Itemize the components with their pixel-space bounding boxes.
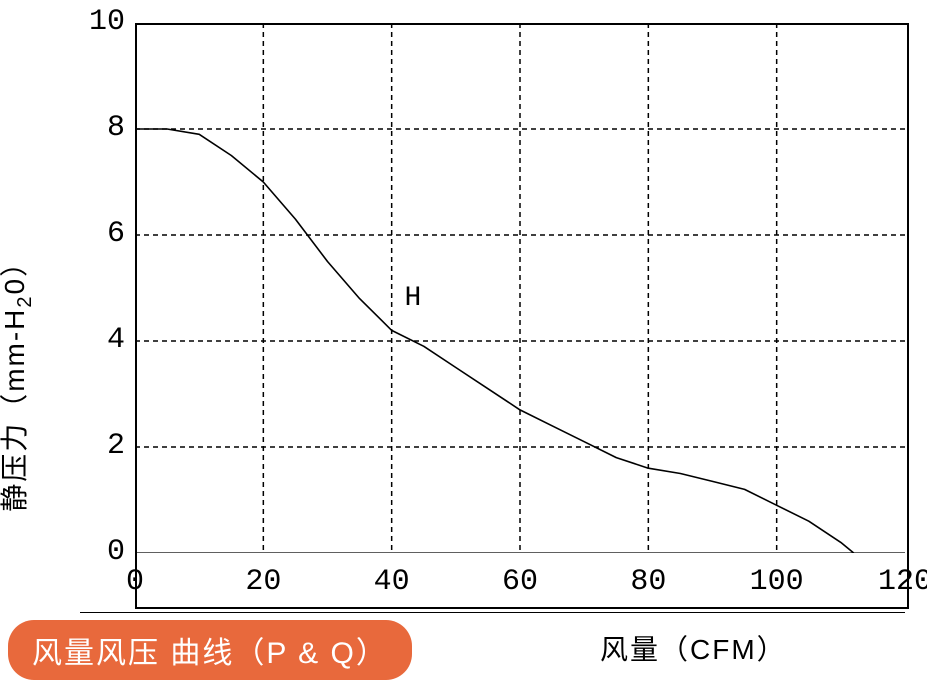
x-tick-label: 60 xyxy=(502,565,538,599)
x-tick-label: 0 xyxy=(126,565,144,599)
y-axis-label: 静压力（mm-H20） xyxy=(0,247,37,512)
curve-group xyxy=(135,129,854,553)
curve-label-h: H xyxy=(405,283,422,314)
y-axis-label-part1: 静压力（mm-H xyxy=(0,308,30,512)
x-tick-label: 40 xyxy=(374,565,410,599)
y-tick-label: 6 xyxy=(107,217,125,251)
y-tick-label: 4 xyxy=(107,323,125,357)
x-axis-label: 风量（CFM） xyxy=(600,628,787,668)
x-tick-label: 80 xyxy=(630,565,666,599)
y-tick-label: 2 xyxy=(107,429,125,463)
pressure-curve xyxy=(135,129,854,553)
y-axis-label-part2: 0） xyxy=(0,247,30,295)
grid-group xyxy=(135,23,905,553)
y-tick-label: 8 xyxy=(107,111,125,145)
plot-svg xyxy=(135,23,905,553)
y-tick-label: 0 xyxy=(107,535,125,569)
title-pill: 风量风压 曲线（P & Q） xyxy=(8,620,412,680)
y-axis-label-sub: 2 xyxy=(14,294,36,307)
x-tick-label: 20 xyxy=(245,565,281,599)
x-tick-label: 100 xyxy=(750,565,804,599)
title-pill-text: 风量风压 曲线（P & Q） xyxy=(32,637,388,670)
x-tick-label: 120 xyxy=(878,565,927,599)
chart-container: 静压力（mm-H20） H 0246810020406080100120 风量（… xyxy=(0,0,927,683)
bottom-rule xyxy=(80,612,905,613)
y-tick-label: 10 xyxy=(89,5,125,39)
